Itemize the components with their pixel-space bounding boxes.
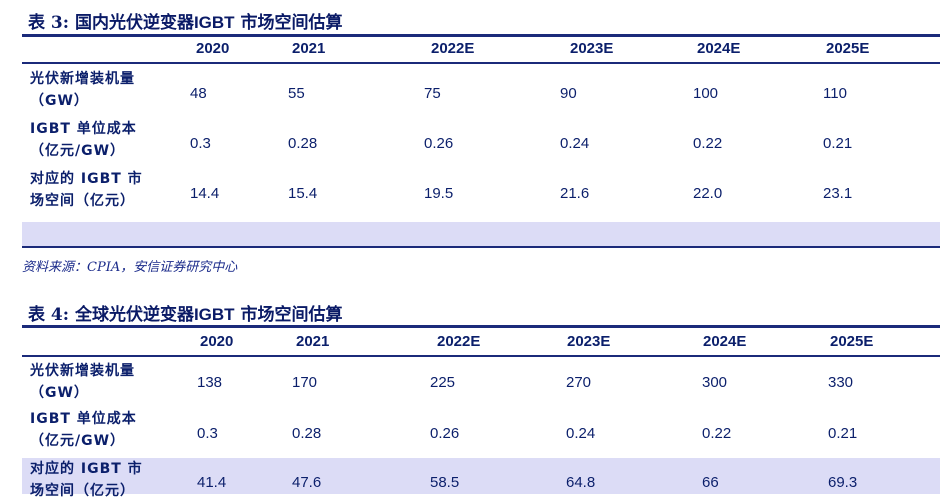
table3-title-prefix: 表 3: <box>28 13 70 33</box>
table-cell: 0.26 <box>424 135 454 152</box>
row-label-line2: （亿元/GW） <box>30 143 126 159</box>
table3-header-rule <box>22 62 940 64</box>
table-cell: 0.22 <box>693 135 723 152</box>
table4-title-en: IGBT <box>193 305 235 324</box>
table3-row2-label: IGBT 单位成本 （亿元/GW） <box>30 118 180 162</box>
row-label-line1: 对应的 IGBT 市 <box>30 171 143 187</box>
table4-col-2023e: 2023E <box>567 333 611 350</box>
table-cell: 90 <box>560 85 577 102</box>
table-cell: 22.0 <box>693 185 723 202</box>
table3-title-suffix: 市场空间估算 <box>240 13 343 33</box>
table-cell: 48 <box>190 85 207 102</box>
table4-title: 表 4: 全球光伏逆变器IGBT 市场空间估算 <box>28 300 342 325</box>
table-cell: 0.21 <box>823 135 853 152</box>
table-cell: 0.22 <box>702 425 732 442</box>
table-cell: 15.4 <box>288 185 318 202</box>
table3-title-main: 国内光伏逆变器 <box>74 13 194 33</box>
table-cell: 170 <box>292 374 318 391</box>
table-cell: 66 <box>702 474 719 491</box>
table4-title-suffix: 市场空间估算 <box>240 305 343 325</box>
table-cell: 225 <box>430 374 456 391</box>
table4-col-2024e: 2024E <box>703 333 747 350</box>
table3-top-rule <box>22 34 940 37</box>
table-cell: 0.21 <box>828 425 858 442</box>
table4-row3-band <box>22 458 940 494</box>
table-cell: 270 <box>566 374 592 391</box>
table3-col-2021: 2021 <box>292 40 326 57</box>
table-cell: 330 <box>828 374 854 391</box>
table3-row1-label: 光伏新增装机量 （GW） <box>30 68 180 112</box>
table-cell: 69.3 <box>828 474 858 491</box>
table-cell: 0.24 <box>566 425 596 442</box>
table-cell: 0.28 <box>292 425 322 442</box>
table3-col-2022e: 2022E <box>431 40 475 57</box>
table-cell: 110 <box>823 85 847 102</box>
row-label-line1: IGBT 单位成本 <box>30 411 137 427</box>
row-label-line1: IGBT 单位成本 <box>30 121 137 137</box>
table4-col-2025e: 2025E <box>830 333 874 350</box>
table-cell: 0.24 <box>560 135 590 152</box>
table3-col-2020: 2020 <box>196 40 230 57</box>
table4-row2-label: IGBT 单位成本 （亿元/GW） <box>30 408 180 452</box>
table-cell: 19.5 <box>424 185 454 202</box>
table-cell: 14.4 <box>190 185 220 202</box>
table-cell: 75 <box>424 85 441 102</box>
row-label-line1: 光伏新增装机量 <box>30 363 135 379</box>
table4-col-2021: 2021 <box>296 333 330 350</box>
table3-col-2025e: 2025E <box>826 40 870 57</box>
table4-title-prefix: 表 4: <box>28 305 70 325</box>
table4-col-2020: 2020 <box>200 333 234 350</box>
table3-title-en: IGBT <box>193 13 235 32</box>
table-cell: 0.3 <box>197 425 218 442</box>
table3-row3-label: 对应的 IGBT 市 场空间（亿元） <box>30 168 180 212</box>
row-label-line2: （亿元/GW） <box>30 433 126 449</box>
table4-col-2022e: 2022E <box>437 333 481 350</box>
table-cell: 300 <box>702 374 728 391</box>
row-label-line2: （GW） <box>30 385 89 401</box>
row-label-line2: 场空间（亿元） <box>30 483 135 499</box>
table-cell: 47.6 <box>292 474 322 491</box>
table-cell: 21.6 <box>560 185 590 202</box>
table-cell: 100 <box>693 85 719 102</box>
table-cell: 55 <box>288 85 305 102</box>
row-label-line1: 对应的 IGBT 市 <box>30 461 143 477</box>
table3-bottom-rule <box>22 246 940 248</box>
table4-header-rule <box>22 355 940 357</box>
table4-row1-label: 光伏新增装机量 （GW） <box>30 360 180 404</box>
source-note: 资料来源：CPIA，安信证券研究中心 <box>22 260 238 275</box>
table-cell: 64.8 <box>566 474 596 491</box>
table3-col-2023e: 2023E <box>570 40 614 57</box>
table-cell: 0.3 <box>190 135 211 152</box>
table-cell: 138 <box>197 374 223 391</box>
row-label-line1: 光伏新增装机量 <box>30 71 135 87</box>
row-label-line2: 场空间（亿元） <box>30 193 135 209</box>
table3-title: 表 3: 国内光伏逆变器IGBT 市场空间估算 <box>28 8 342 33</box>
table3-col-2024e: 2024E <box>697 40 741 57</box>
table-cell: 58.5 <box>430 474 460 491</box>
table-cell: 23.1 <box>823 185 853 202</box>
table3-empty-band <box>22 222 940 246</box>
table4-row3-label: 对应的 IGBT 市 场空间（亿元） <box>30 458 180 502</box>
table4-title-main: 全球光伏逆变器 <box>74 305 194 325</box>
row-label-line2: （GW） <box>30 93 89 109</box>
table-cell: 41.4 <box>197 474 227 491</box>
table4-top-rule <box>22 325 940 328</box>
table-cell: 0.26 <box>430 425 460 442</box>
table-cell: 0.28 <box>288 135 318 152</box>
